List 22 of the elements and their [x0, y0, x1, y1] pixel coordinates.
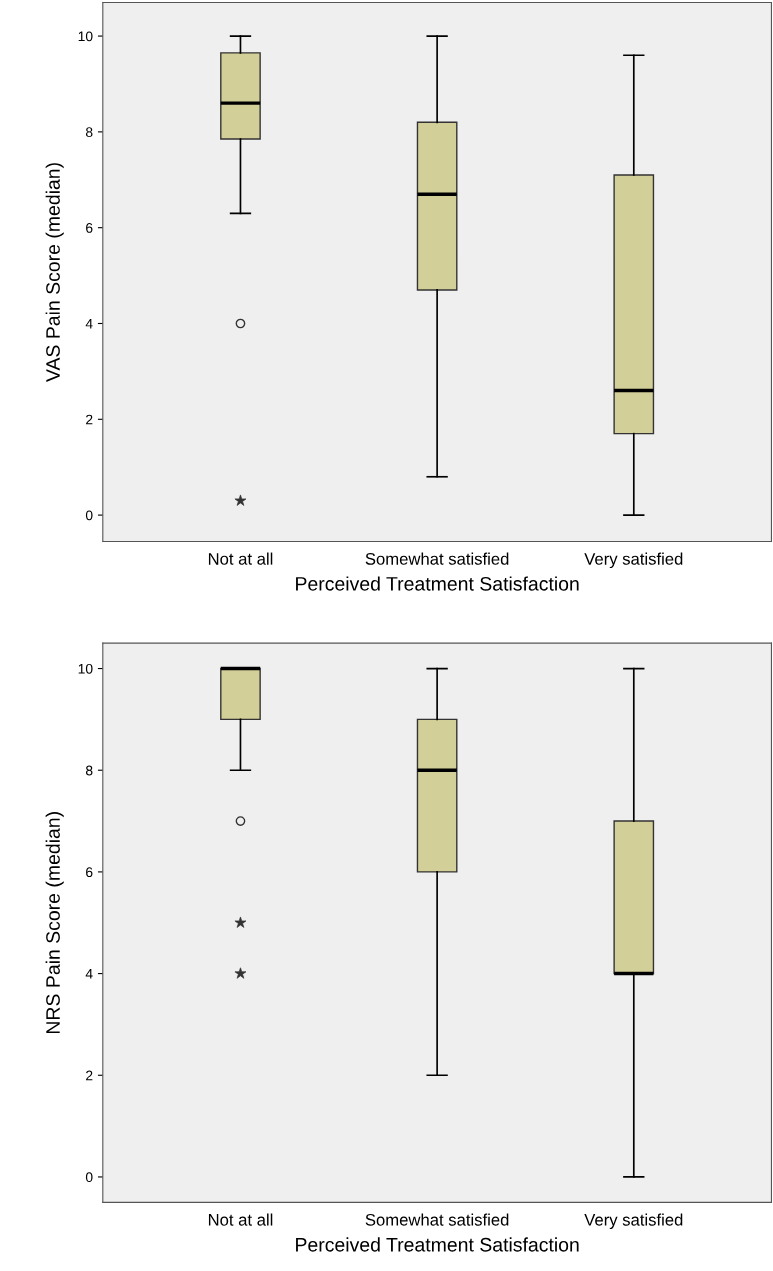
x-tick-label: Somewhat satisfied	[365, 552, 509, 565]
y-axis-title: VAS Pain Score (median)	[45, 163, 64, 382]
y-tick-label: 4	[85, 969, 93, 979]
x-tick-label: Somewhat satisfied	[365, 1213, 509, 1226]
x-tick-label: Not at all	[208, 1213, 273, 1226]
y-tick-label: 2	[86, 1070, 93, 1081]
y-tick-label: 8	[85, 127, 93, 138]
y-tick-label: 0	[85, 1172, 93, 1183]
y-tick-label: 10	[78, 31, 93, 42]
x-tick-label: Very satisfied	[584, 552, 683, 569]
x-axis-title: Perceived Treatment Satisfaction	[296, 1237, 579, 1252]
y-tick-label: 10	[78, 663, 93, 674]
y-tick-label: 4	[85, 318, 93, 329]
y-tick-label: 0	[85, 510, 93, 521]
x-axis-title: Perceived Treatment Satisfaction	[296, 576, 579, 591]
y-tick-label: 6	[86, 867, 93, 878]
x-tick-label: Very satisfied	[584, 1213, 683, 1230]
y-tick-label: 6	[86, 223, 93, 233]
y-tick-label: 8	[85, 765, 93, 776]
y-tick-label: 2	[86, 414, 93, 425]
y-axis-title: NRS Pain Score (median)	[45, 812, 64, 1033]
x-tick-label: Not at all	[208, 552, 273, 565]
